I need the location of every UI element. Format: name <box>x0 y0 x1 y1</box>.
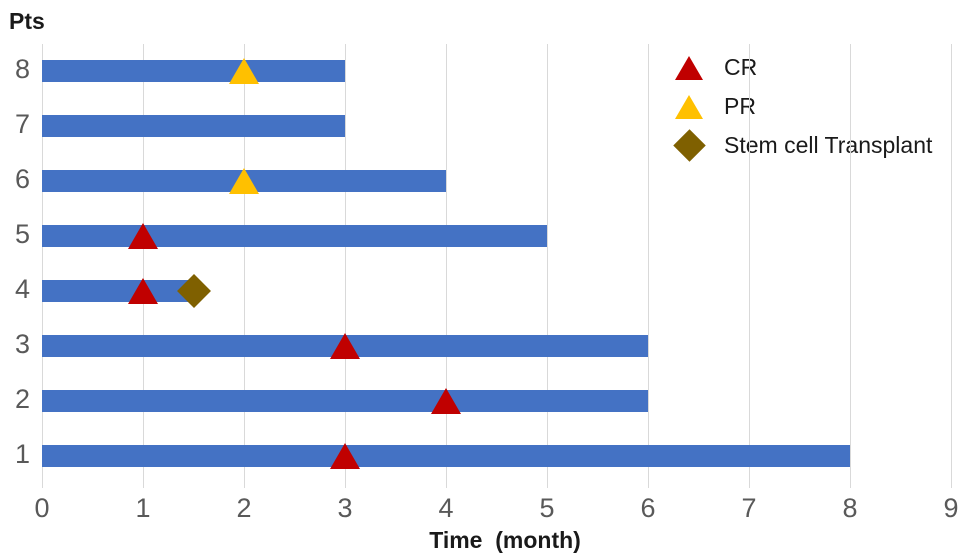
x-tick-label-4: 4 <box>438 493 454 523</box>
y-tick-label-5: 5 <box>14 219 30 250</box>
y-tick-label-3: 3 <box>14 328 30 359</box>
legend-item-stem-cell-transplant: Stem cell Transplant <box>660 126 932 165</box>
gridline-x-8 <box>850 44 851 488</box>
legend-label: PR <box>724 93 756 119</box>
x-tick-label-2: 2 <box>236 493 252 523</box>
legend-item-pr: PR <box>660 87 932 126</box>
y-tick-label-2: 2 <box>14 383 30 414</box>
x-tick-label-0: 0 <box>34 493 50 523</box>
bar-pt-5 <box>42 225 547 248</box>
gridline-x-4 <box>446 44 447 488</box>
bar-pt-8 <box>42 60 345 83</box>
gridline-x-9 <box>951 44 952 488</box>
y-tick-label-8: 8 <box>14 54 30 85</box>
bar-pt-2 <box>42 389 648 412</box>
x-tick-label-1: 1 <box>135 493 151 523</box>
y-tick-label-1: 1 <box>14 438 30 469</box>
bar-pt-1 <box>42 444 850 467</box>
x-tick-label-7: 7 <box>741 493 757 523</box>
x-tick-label-9: 9 <box>943 493 959 523</box>
x-tick-label-3: 3 <box>337 493 353 523</box>
bar-pt-4 <box>42 279 194 302</box>
y-tick-label-4: 4 <box>14 273 30 304</box>
triangle-icon <box>660 94 718 119</box>
legend-marker-shape <box>675 94 703 119</box>
x-axis-title: Time (month) <box>429 527 581 553</box>
gridline-x-1 <box>143 44 144 488</box>
gridline-x-0 <box>42 44 43 488</box>
y-tick-label-6: 6 <box>14 164 30 195</box>
legend-label: CR <box>724 54 758 80</box>
legend-marker-shape <box>675 55 703 80</box>
gridline-x-6 <box>648 44 649 488</box>
bar-pt-7 <box>42 115 345 138</box>
marker-cr-pt-1 <box>330 442 360 469</box>
gridline-x-3 <box>345 44 346 488</box>
marker-cr-pt-2 <box>431 387 461 414</box>
y-tick-label-7: 7 <box>14 109 30 140</box>
diamond-icon <box>660 129 718 162</box>
triangle-icon <box>660 55 718 80</box>
marker-cr-pt-3 <box>330 332 360 359</box>
marker-pr-pt-8 <box>229 58 259 85</box>
marker-cr-pt-4 <box>128 277 158 304</box>
marker-cr-pt-5 <box>128 223 158 250</box>
x-tick-label-8: 8 <box>842 493 858 523</box>
legend-label: Stem cell Transplant <box>724 132 933 158</box>
gridline-x-7 <box>749 44 750 488</box>
gridline-x-2 <box>244 44 245 488</box>
x-tick-label-5: 5 <box>539 493 555 523</box>
legend-item-cr: CR <box>660 48 932 87</box>
x-tick-label-6: 6 <box>640 493 656 523</box>
legend: CR PR Stem cell Transplant <box>660 48 932 165</box>
legend-marker-shape <box>672 129 706 162</box>
y-axis-title: Pts <box>9 8 45 34</box>
gridline-x-5 <box>547 44 548 488</box>
marker-pr-pt-6 <box>229 168 259 195</box>
